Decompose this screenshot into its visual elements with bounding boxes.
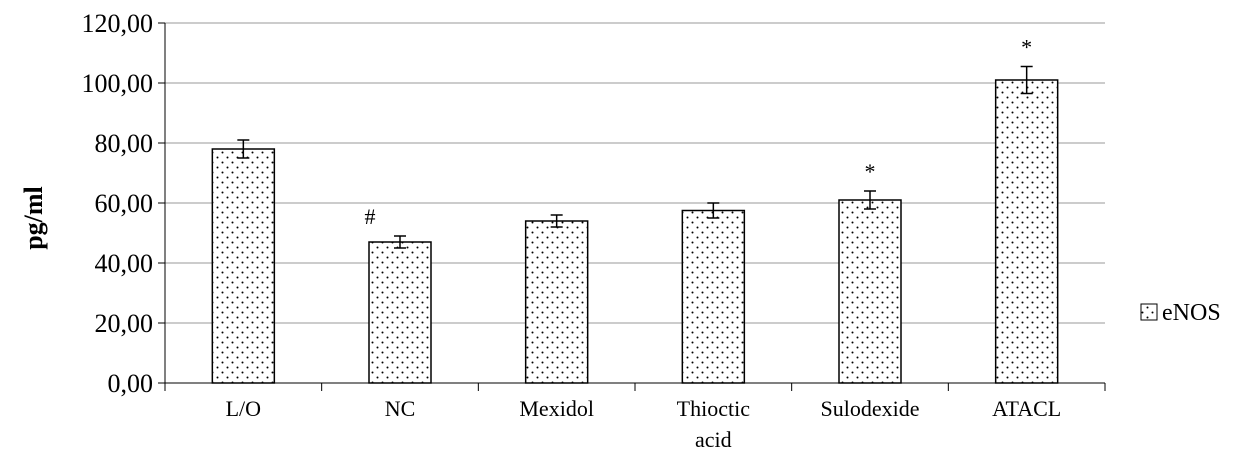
significance-marker: * [865,159,876,184]
bar [211,148,276,384]
bar [994,79,1059,384]
bar [681,209,746,384]
y-axis-ticks: 0,00 20,00 40,00 60,00 80,00 100,00 120,00 [82,9,165,398]
y-tick-label: 80,00 [95,129,154,158]
significance-marker: # [365,204,376,229]
y-tick-label: 0,00 [108,369,154,398]
gridlines [165,22,1105,324]
axes [164,23,1106,391]
bars: # * * [211,35,1059,384]
y-tick-label: 60,00 [95,189,154,218]
y-tick-label: 120,00 [82,9,154,38]
x-tick-label: acid [695,427,732,452]
x-tick-label: ATACL [992,396,1061,421]
x-tick-label: L/O [226,396,261,421]
x-tick-label: Thioctic [677,396,751,421]
y-tick-label: 100,00 [82,69,154,98]
bar [838,199,902,384]
y-tick-label: 20,00 [95,309,154,338]
x-tick-label: NC [385,396,416,421]
x-tick-label: Sulodexide [821,396,920,421]
legend-label-enos: eNOS [1162,300,1221,326]
x-axis-ticks: L/O NC Mexidol Thioctic acid Sulodexide ATACL [226,396,1062,452]
y-axis-label: pg/ml [19,186,48,250]
bar [368,241,432,384]
y-tick-label: 40,00 [95,249,154,278]
legend-swatch [1140,303,1158,321]
bar [524,220,589,384]
legend: eNOS [1140,300,1221,326]
x-tick-label: Mexidol [519,396,594,421]
significance-marker: * [1021,35,1032,60]
